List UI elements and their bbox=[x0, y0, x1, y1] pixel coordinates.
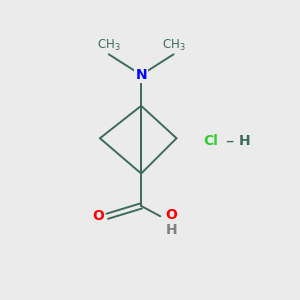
Text: –: – bbox=[225, 132, 234, 150]
Text: CH$_3$: CH$_3$ bbox=[97, 38, 121, 53]
Text: N: N bbox=[135, 68, 147, 82]
Text: H: H bbox=[166, 224, 177, 237]
Text: O: O bbox=[92, 209, 104, 223]
Text: CH$_3$: CH$_3$ bbox=[162, 38, 185, 53]
Text: O: O bbox=[166, 208, 178, 222]
Text: H: H bbox=[238, 134, 250, 148]
Text: Cl: Cl bbox=[203, 134, 218, 148]
